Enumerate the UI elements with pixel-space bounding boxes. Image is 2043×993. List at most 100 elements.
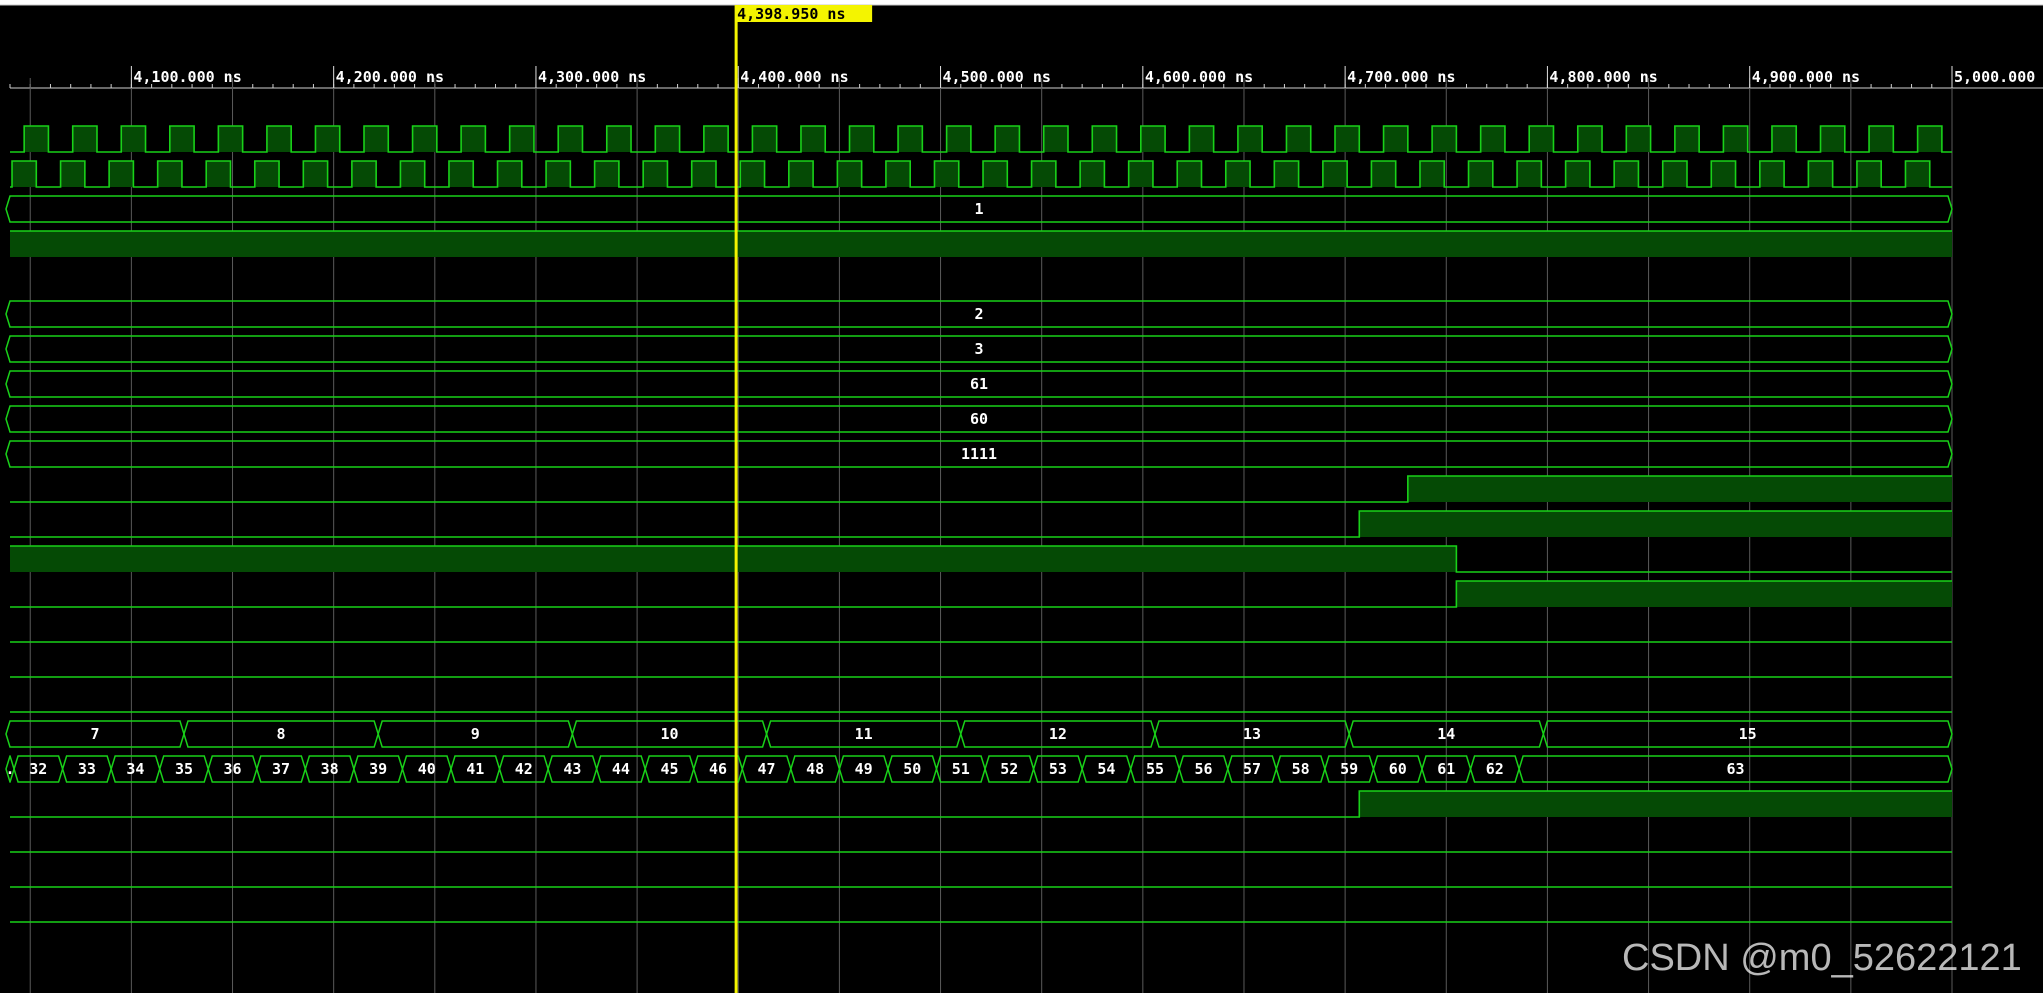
clock-high-fill [703,126,729,152]
bus-value: 46 [709,760,727,778]
bus-value: 47 [758,760,776,778]
clock-high-fill [1917,126,1942,152]
clock-high-fill [509,126,534,152]
bus-value: 60 [1389,760,1407,778]
bus-value: 41 [466,760,484,778]
clock-high-fill [1080,161,1105,187]
clock-high-fill [1189,126,1214,152]
bus-segment [5,300,1953,328]
bus-value: 63 [1727,760,1745,778]
clock-high-fill [1674,126,1700,152]
signal-row-13[interactable] [10,545,1952,573]
clock-high-fill [1043,126,1068,152]
bus-value: 48 [806,760,824,778]
bus-value: 12 [1049,725,1067,743]
signal-row-7[interactable]: 3 [5,335,1953,363]
signal-row-2[interactable] [10,160,1952,188]
bus-value: 13 [1243,725,1261,743]
clock-high-fill [1322,161,1348,187]
clock-trace [10,160,1952,188]
signal-row-20[interactable] [10,790,1952,818]
signal-row-19[interactable]: . 32 33 34 35 36 37 38 39 40 41 42 43 44 45 46 47 48 49 50 5… [5,755,1953,783]
clock-high-fill [60,161,85,187]
clock-high-fill [303,161,328,187]
clock-high-fill [169,126,195,152]
clock-high-fill [1820,126,1845,152]
signal-row-18[interactable]: 7 8 9 10 11 12 13 14 15 [5,720,1953,748]
clock-high-fill [1577,126,1603,152]
signal-row-12[interactable] [10,510,1952,538]
bus-value: 8 [277,725,286,743]
clock-high-fill [1419,161,1445,187]
clock-high-fill [1905,161,1930,187]
clock-trace [10,125,1952,153]
bit-high-fill [1456,581,1952,607]
clock-high-fill [1383,126,1408,152]
clock-high-fill [1140,126,1166,152]
clock-high-fill [837,161,862,187]
cursor-label: 4,398.950 ns [737,5,845,23]
clock-high-fill [351,161,377,187]
bus-value: 50 [903,760,921,778]
signal-row-6[interactable]: 2 [5,300,1953,328]
ruler-label: 4,400.000 ns [740,68,848,86]
clock-high-fill [1614,161,1639,187]
bus-value: . [6,760,15,778]
bus-value: 54 [1097,760,1115,778]
clock-high-fill [643,161,668,187]
clock-high-fill [1128,161,1153,187]
clock-high-fill [1432,126,1457,152]
clock-high-fill [1711,161,1736,187]
signal-row-1[interactable] [10,125,1952,153]
signal-row-10[interactable]: 1111 [5,440,1953,468]
bus-value: 34 [126,760,144,778]
clock-high-fill [558,126,583,152]
signal-row-11[interactable] [10,475,1952,503]
clock-high-fill [1529,126,1554,152]
clock-high-fill [1225,161,1251,187]
bit-trace [10,790,1952,818]
bus-value: 57 [1243,760,1261,778]
bus-segment [5,405,1953,433]
signal-row-3[interactable]: 1 [5,195,1953,223]
bus-value: 36 [223,760,241,778]
ruler-label: 4,200.000 ns [336,68,444,86]
clock-high-fill [849,126,874,152]
clock-high-fill [121,126,146,152]
bit-trace [10,580,1952,608]
bus-segment [5,335,1953,363]
signal-row-4[interactable] [10,230,1952,257]
clock-high-fill [1371,161,1396,187]
ruler-label: 4,100.000 ns [133,68,241,86]
clock-high-fill [1237,126,1263,152]
bus-segment [5,440,1953,468]
clock-high-fill [934,161,959,187]
bus-value: 58 [1292,760,1310,778]
clock-high-fill [788,161,814,187]
clock-high-fill [1274,161,1299,187]
bus-value: 60 [970,410,988,428]
bus-value: 3 [974,340,983,358]
bus-value: 49 [855,760,873,778]
bus-value: 61 [1437,760,1455,778]
bit-high-fill [1359,511,1952,537]
clock-high-fill [315,126,340,152]
bit-trace [10,475,1952,503]
clock-high-fill [1565,161,1590,187]
signal-row-9[interactable]: 60 [5,405,1953,433]
signal-row-8[interactable]: 61 [5,370,1953,398]
clock-high-fill [1480,126,1505,152]
bus-value: 38 [321,760,339,778]
signal-row-14[interactable] [10,580,1952,608]
clock-high-fill [206,161,231,187]
bus-value: 51 [952,760,970,778]
clock-high-fill [1031,161,1056,187]
clock-high-fill [266,126,292,152]
bus-segment [1518,755,1953,783]
clock-high-fill [885,161,911,187]
clock-high-fill [1286,126,1311,152]
clock-high-fill [461,126,486,152]
clock-high-fill [983,161,1008,187]
